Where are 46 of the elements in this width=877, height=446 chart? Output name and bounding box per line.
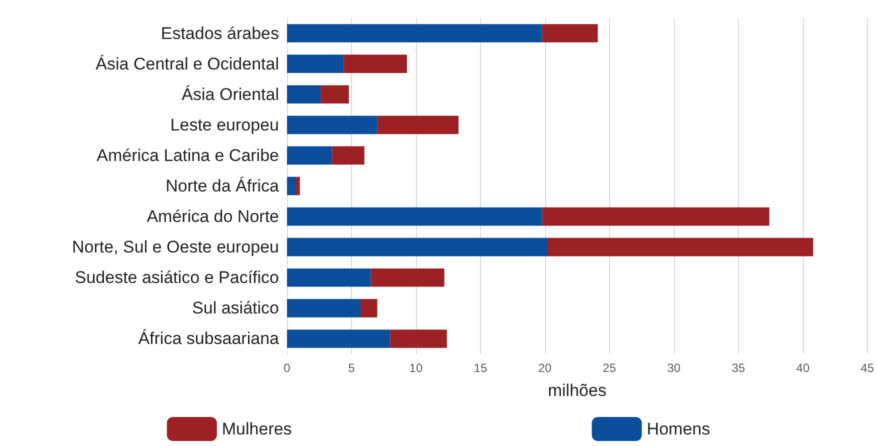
- bar: [287, 116, 378, 134]
- x-tick-label: 15: [474, 361, 488, 375]
- bar: [390, 330, 447, 348]
- x-tick-label: 40: [796, 361, 810, 375]
- y-tick-label: Sul asiático: [192, 298, 279, 318]
- bar: [296, 176, 300, 196]
- legend-label: Mulheres: [222, 420, 292, 438]
- bar: [344, 54, 407, 73]
- x-tick-label: 45: [860, 361, 874, 375]
- bar: [548, 238, 814, 256]
- bar: [287, 24, 542, 42]
- legend-label: Homens: [646, 420, 710, 438]
- bar: [542, 24, 598, 42]
- bar: [542, 207, 770, 226]
- bar: [287, 299, 361, 318]
- bar: [287, 268, 371, 287]
- bar: [287, 54, 344, 73]
- y-tick-label: Norte, Sul e Oeste europeu: [72, 238, 279, 257]
- y-tick-label: Norte da África: [166, 176, 280, 196]
- y-tick-label: Ásia Oriental: [182, 84, 279, 104]
- bar: [332, 146, 364, 165]
- y-tick-label: Estados árabes: [160, 24, 279, 43]
- x-tick-label: 10: [409, 361, 423, 375]
- bar: [377, 116, 459, 134]
- x-tick-label: 30: [667, 361, 681, 375]
- y-tick-label: Ásia Central e Ocidental: [96, 54, 279, 74]
- bar: [360, 299, 378, 318]
- bar: [287, 330, 390, 348]
- bar: [287, 207, 542, 226]
- x-tick-label: 5: [348, 361, 356, 375]
- x-tick-label: 25: [602, 361, 616, 375]
- bar: [370, 268, 444, 287]
- bar: [287, 238, 548, 256]
- y-tick-label: América do Norte: [146, 207, 279, 226]
- bar: [287, 176, 296, 196]
- y-tick-label: Leste europeu: [170, 115, 279, 134]
- y-tick-label: África subsaariana: [138, 329, 280, 348]
- bar: [287, 146, 332, 165]
- x-tick-label: 35: [732, 361, 746, 375]
- x-tick-label: 20: [538, 361, 552, 375]
- y-tick-label: Sudeste asiático e Pacífico: [74, 268, 279, 288]
- x-tick-label: 0: [284, 361, 291, 375]
- bar: [320, 85, 349, 104]
- x-axis-title: milhões: [548, 381, 606, 400]
- y-tick-label: América Latina e Caribe: [96, 146, 279, 165]
- bar: [287, 85, 321, 104]
